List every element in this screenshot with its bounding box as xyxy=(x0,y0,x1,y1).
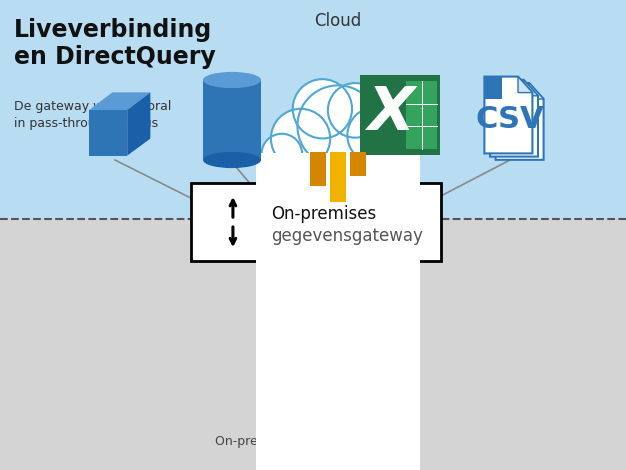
Polygon shape xyxy=(523,80,538,96)
Ellipse shape xyxy=(203,152,261,168)
Ellipse shape xyxy=(203,72,261,88)
Circle shape xyxy=(328,83,382,138)
Circle shape xyxy=(347,107,404,164)
Bar xyxy=(256,153,420,470)
Polygon shape xyxy=(89,93,150,110)
Polygon shape xyxy=(89,110,127,156)
Text: De gateway werkt vooral
in pass-through-modus: De gateway werkt vooral in pass-through-… xyxy=(14,100,172,131)
Circle shape xyxy=(297,86,379,166)
Polygon shape xyxy=(490,80,538,157)
Polygon shape xyxy=(518,77,532,93)
Text: Cloud: Cloud xyxy=(314,12,362,30)
Text: gegevensgateway: gegevensgateway xyxy=(271,227,423,245)
Bar xyxy=(310,152,326,186)
Circle shape xyxy=(262,134,302,174)
Bar xyxy=(0,219,626,470)
Text: Liveverbinding
en DirectQuery: Liveverbinding en DirectQuery xyxy=(14,18,216,69)
Text: On-premises: On-premises xyxy=(271,205,376,223)
Text: X: X xyxy=(367,84,414,143)
Polygon shape xyxy=(485,77,532,153)
Polygon shape xyxy=(496,83,543,160)
Bar xyxy=(350,152,366,176)
Circle shape xyxy=(293,79,352,139)
Bar xyxy=(330,152,346,202)
Bar xyxy=(259,157,418,470)
Bar xyxy=(406,81,437,149)
Text: On-premises gegevensbronnen: On-premises gegevensbronnen xyxy=(215,435,411,448)
Bar xyxy=(0,0,626,219)
Bar xyxy=(203,80,261,160)
Bar xyxy=(191,183,441,261)
Circle shape xyxy=(271,109,330,168)
Text: CSV: CSV xyxy=(476,104,545,133)
Bar xyxy=(360,75,440,155)
Polygon shape xyxy=(127,93,150,156)
Circle shape xyxy=(372,131,413,171)
Polygon shape xyxy=(529,83,543,99)
Bar xyxy=(485,77,502,99)
